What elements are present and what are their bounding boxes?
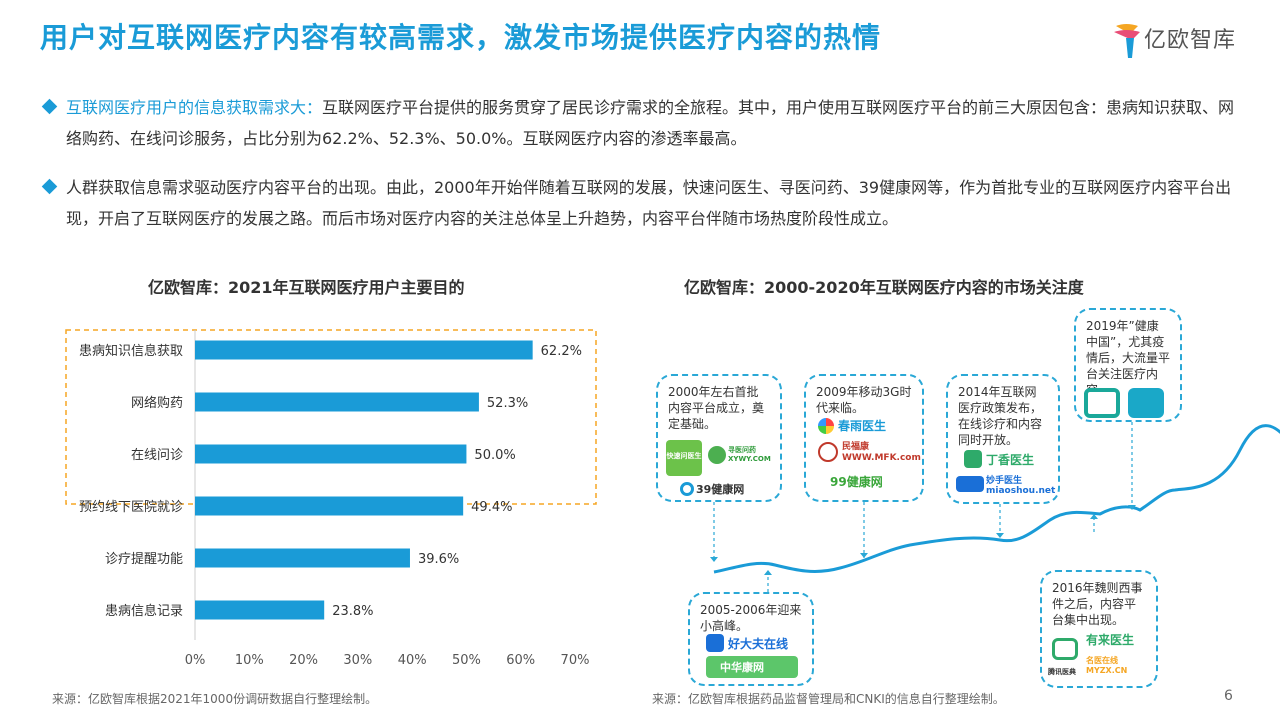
bullet-2-text: 人群获取信息需求驱动医疗内容平台的出现。由此，2000年开始伴随着互联网的发展，… [66,172,1240,234]
logo-zhonghua: 中华康网 [720,661,764,674]
page-number: 6 [1224,688,1233,704]
diamond-bullet-icon [41,178,58,195]
connector-arrow [764,570,772,575]
logo-icon [1114,24,1140,58]
bullet-1: 互联网医疗用户的信息获取需求大：互联网医疗平台提供的服务贯穿了居民诊疗需求的全旅… [41,92,1240,154]
xywy-logo-icon [708,446,726,464]
kuaisu-logo-icon [666,440,702,476]
x-tick-label: 50% [452,653,481,668]
data-label: 39.6% [418,552,459,567]
logo-miaoshou: 妙手医生 miaoshou.net [986,476,1056,496]
bullet-1-highlight: 互联网医疗用户的信息获取需求大： [66,98,323,117]
bullet-1-text: 互联网医疗用户的信息获取需求大：互联网医疗平台提供的服务贯穿了居民诊疗需求的全旅… [66,92,1240,154]
source-left: 来源：亿欧智库根据2021年1000份调研数据自行整理绘制。 [52,692,378,706]
data-label: 52.3% [487,396,528,411]
platform-logo-1-icon [1084,388,1120,418]
data-label: 50.0% [474,448,515,463]
tencent-medical-logo-icon [1052,638,1078,660]
annotation-2005-text: 2005-2006年迎来小高峰。 [700,603,802,633]
data-label: 62.2% [541,344,582,359]
page-title: 用户对互联网医疗内容有较高需求，激发市场提供医疗内容的热情 [40,21,882,54]
haodaifu-logo-icon [706,634,724,652]
annotation-2009: 2009年移动3G时代来临。 春雨医生 民福康 WWW.MFK.com 99健康… [804,374,924,502]
bullet-2: 人群获取信息需求驱动医疗内容平台的出现。由此，2000年开始伴随着互联网的发展，… [41,172,1240,234]
annotation-2019-text: 2019年”健康中国”，尤其疫情后，大流量平台关注医疗内容。 [1086,319,1171,397]
logo-haodaifu: 好大夫在线 [728,637,789,651]
bar [195,600,325,620]
logo-minfukang: 民福康 WWW.MFK.com [842,442,921,463]
logo-kuaisu: 快速问医生 [666,452,702,460]
category-label: 网络购药 [131,395,183,411]
annotation-2005: 2005-2006年迎来小高峰。 好大夫在线 中华康网 [688,592,814,686]
highlight-box [65,329,597,505]
category-label: 诊疗提醒功能 [105,551,183,567]
category-label: 在线问诊 [131,448,183,463]
logo-xywy: 寻医问药 XYWY.COM [728,446,771,463]
annotation-2016: 2016年魏则西事件之后，内容平台集中出现。 腾讯医典 有来医生 名医在线 MY… [1040,570,1158,688]
annotation-2016-text: 2016年魏则西事件之后，内容平台集中出现。 [1052,581,1143,627]
zhonghua-logo-icon [706,656,798,678]
category-label: 患病知识信息获取 [79,343,183,359]
bar [195,392,479,412]
x-tick-label: 0% [185,653,206,668]
connector-arrow [1128,505,1136,510]
category-label: 患病信息记录 [105,603,183,619]
annotation-2019: 2019年”健康中国”，尤其疫情后，大流量平台关注医疗内容。 [1074,308,1182,422]
category-label: 预约线下医院就诊 [79,500,183,515]
annotation-2014-text: 2014年互联网医疗政策发布，在线诊疗和内容同时开放。 [958,385,1043,447]
x-tick-label: 40% [398,653,427,668]
minfukang-logo-icon [818,442,838,462]
connector-arrow [710,557,718,562]
logo-mingyi: 名医在线 MYZX.CN [1086,656,1128,675]
trend-line [713,424,1280,574]
logo-99: 99健康网 [830,475,883,489]
logo-text: 亿欧智库 [1144,28,1237,53]
39-logo-icon [680,482,694,496]
line-chart-title: 亿欧智库：2000-2020年互联网医疗内容的市场关注度 [684,278,1084,297]
logo-chunyu: 春雨医生 [838,419,887,433]
dingxiang-logo-icon [964,450,982,468]
bar-chart-title: 亿欧智库：2021年互联网医疗用户主要目的 [148,278,465,297]
x-tick-label: 20% [289,653,318,668]
diamond-bullet-icon [41,98,58,115]
annotation-2014: 2014年互联网医疗政策发布，在线诊疗和内容同时开放。 丁香医生 妙手医生 mi… [946,374,1060,504]
bar [195,444,467,464]
connector-arrow [996,533,1004,538]
platform-logo-2-icon [1128,388,1164,418]
chunyu-logo-icon [818,418,834,434]
connector-arrow [860,553,868,558]
annotation-2000-text: 2000年左右首批内容平台成立，奠定基础。 [668,385,765,431]
bar [195,548,410,568]
bar-chart: 患病知识信息获取 62.2% 网络购药 52.3% 在线问诊 50.0% 预约线下医院就诊 4… [65,329,597,668]
data-label: 49.4% [471,500,512,515]
bullet-2-body: 人群获取信息需求驱动医疗内容平台的出现。由此，2000年开始伴随着互联网的发展，… [66,178,1232,228]
logo-39: 39健康网 [696,483,745,496]
annotation-2000: 2000年左右首批内容平台成立，奠定基础。 快速问医生 寻医问药 XYWY.CO… [656,374,782,502]
logo-dingxiang: 丁香医生 [986,453,1035,467]
data-label: 23.8% [332,604,373,619]
x-tick-label: 60% [506,653,535,668]
miaoshou-logo-icon [956,476,984,492]
line-chart [710,422,1280,592]
connector-arrow [1090,514,1098,519]
bar [195,496,464,516]
x-tick-label: 30% [343,653,372,668]
annotation-2009-text: 2009年移动3G时代来临。 [816,385,912,415]
logo-youlai: 有来医生 [1086,633,1135,647]
x-tick-label: 10% [235,653,264,668]
source-right: 来源：亿欧智库根据药品监督管理局和CNKI的信息自行整理绘制。 [652,692,1005,706]
bullet-1-body: 互联网医疗平台提供的服务贯穿了居民诊疗需求的全旅程。其中，用户使用互联网医疗平台… [66,98,1235,148]
bar [195,340,533,360]
x-tick-label: 70% [561,653,590,668]
logo-tencent: 腾讯医典 [1048,668,1076,676]
